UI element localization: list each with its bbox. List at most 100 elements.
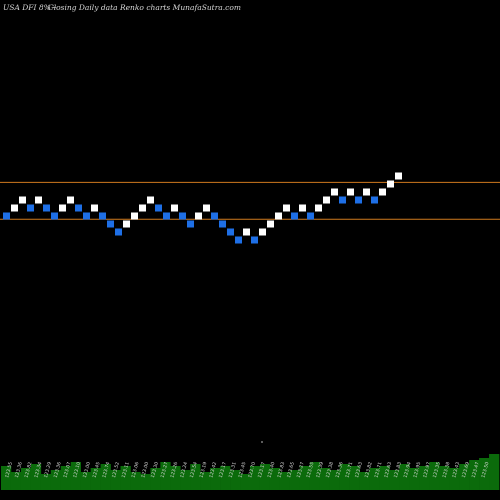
volume-bar-39 (379, 466, 390, 490)
volume-bar-9 (80, 472, 91, 490)
x-axis-label-11: 123.74 (101, 461, 111, 478)
renko-brick-12 (91, 204, 98, 212)
x-axis-label-32: 123.55 (305, 461, 315, 478)
renko-brick-10 (75, 204, 82, 212)
x-axis-label-10: 123.45 (92, 461, 102, 478)
volume-bars (1, 441, 500, 490)
x-axis-label-9: 123.00 (82, 461, 92, 478)
x-axis-label-48: 123.69 (461, 461, 471, 478)
renko-brick-45 (355, 196, 362, 204)
volume-bar-3 (20, 468, 32, 490)
x-axis-label-22: 123.42 (208, 461, 218, 478)
volume-bar-13 (120, 466, 131, 490)
x-axis-label-20: 123.54 (189, 461, 199, 478)
renko-brick-30 (235, 236, 242, 244)
x-axis-label-35: 123.36 (335, 461, 345, 478)
x-axis-label-49: 123.47 (471, 461, 481, 478)
x-axis-label-14: 123.06 (131, 461, 141, 478)
volume-bar-16 (150, 468, 161, 490)
x-axis-label-44: 123.97 (422, 461, 432, 478)
renko-brick-29 (227, 228, 234, 236)
renko-brick-21 (163, 212, 170, 220)
renko-brick-27 (211, 212, 218, 220)
x-axis-label-8: 123.10 (72, 461, 82, 478)
x-axis-label-7: 123.07 (62, 461, 72, 478)
chart-symbol-label: USA DFI 8%~ (3, 3, 58, 12)
x-axis-labels: 123.55 123.36 123.82 123.34 123.29 123.36 123.… (4, 461, 490, 478)
volume-bar-42 (409, 468, 420, 490)
renko-brick-23 (179, 212, 186, 220)
renko-brick-19 (147, 196, 154, 204)
volume-bar-10 (90, 468, 101, 490)
x-axis-label-18: 123.26 (169, 461, 179, 478)
renko-brick-34 (267, 220, 274, 228)
x-axis-label-37: 123.63 (354, 461, 364, 478)
volume-bar-6 (50, 470, 62, 490)
volume-bar-36 (349, 466, 360, 490)
renko-brick-11 (83, 212, 90, 220)
x-axis-label-12: 123.52 (111, 461, 121, 478)
x-axis-label-40: 123.63 (383, 461, 393, 478)
volume-marker-dot (261, 441, 263, 443)
renko-brick-40 (315, 204, 322, 212)
volume-bar-37 (359, 472, 370, 490)
x-axis-label-16: 123.30 (150, 461, 160, 478)
volume-bar-28 (269, 468, 281, 490)
volume-bar-34 (329, 470, 340, 490)
volume-bar-30 (289, 470, 301, 490)
renko-brick-14 (107, 220, 114, 228)
renko-brick-9 (67, 196, 74, 204)
volume-bar-32 (309, 462, 321, 490)
renko-brick-39 (307, 212, 314, 220)
volume-bar-33 (319, 468, 330, 490)
x-axis-label-42: 123.94 (403, 461, 413, 478)
volume-bar-38 (369, 468, 380, 490)
volume-bar-12 (110, 470, 121, 490)
renko-brick-6 (43, 204, 50, 212)
x-axis-label-26: 123.70 (247, 461, 257, 478)
renko-brick-18 (139, 204, 146, 212)
volume-bar-40 (389, 470, 400, 490)
renko-brick-28 (219, 220, 226, 228)
x-axis-label-17: 123.27 (160, 461, 170, 478)
volume-bar-47 (459, 464, 470, 490)
x-axis-label-31: 123.27 (296, 461, 306, 478)
volume-bar-20 (190, 464, 201, 490)
volume-bar-22 (210, 468, 221, 490)
renko-brick-41 (323, 196, 330, 204)
renko-brick-17 (131, 212, 138, 220)
renko-brick-44 (347, 188, 354, 196)
x-axis-label-23: 123.17 (218, 461, 228, 478)
volume-bar-27 (259, 464, 271, 490)
volume-bar-15 (140, 474, 151, 490)
x-axis-label-43: 123.95 (412, 461, 422, 478)
x-axis-label-1: 123.55 (4, 461, 14, 478)
x-axis-label-4: 123.34 (33, 461, 43, 478)
volume-bar-43 (419, 466, 430, 490)
volume-bar-24 (230, 470, 241, 490)
volume-bar-19 (180, 470, 191, 490)
renko-brick-26 (203, 204, 210, 212)
x-axis-label-25: 123.45 (237, 461, 247, 478)
x-axis-label-38: 123.82 (364, 461, 374, 478)
renko-brick-38 (299, 204, 306, 212)
renko-bricks (3, 172, 402, 244)
volume-bar-48 (469, 460, 480, 490)
x-axis-label-19: 123.24 (179, 461, 189, 478)
renko-brick-3 (19, 196, 26, 204)
x-axis-label-47: 123.43 (451, 461, 461, 478)
renko-brick-36 (283, 204, 290, 212)
renko-brick-46 (363, 188, 370, 196)
volume-bar-41 (399, 464, 410, 490)
volume-bar-44 (429, 462, 440, 490)
x-axis-label-3: 123.82 (24, 461, 34, 478)
volume-bar-17 (160, 462, 171, 490)
renko-brick-22 (171, 204, 178, 212)
volume-bar-29 (279, 472, 291, 490)
x-axis-label-30: 123.65 (286, 461, 296, 478)
x-axis-label-13: 123.11 (121, 461, 131, 478)
renko-brick-37 (291, 212, 298, 220)
volume-bar-50 (489, 454, 500, 490)
x-axis-label-29: 123.83 (276, 461, 286, 478)
